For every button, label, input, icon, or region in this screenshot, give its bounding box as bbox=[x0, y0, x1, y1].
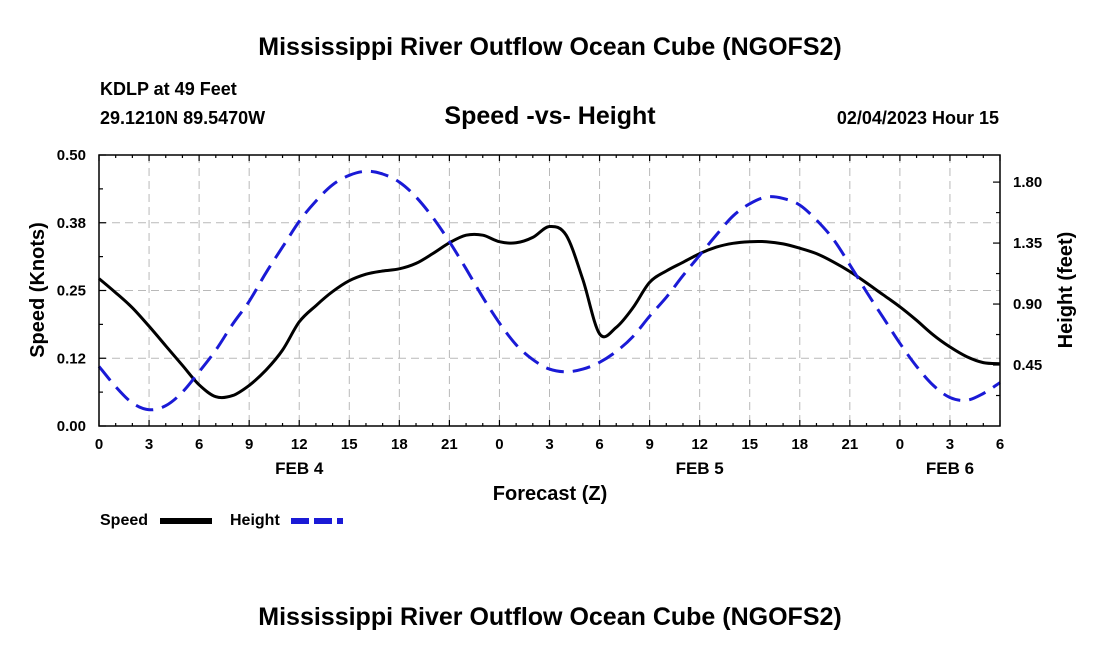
date-label: FEB 5 bbox=[676, 459, 724, 478]
x-tick-label: 0 bbox=[95, 436, 103, 453]
y-left-tick-label: 0.12 bbox=[57, 350, 86, 367]
date-label: FEB 6 bbox=[926, 459, 974, 478]
y-left-tick-label: 0.00 bbox=[57, 418, 86, 435]
x-tick-label: 9 bbox=[645, 436, 653, 453]
datetime-label: 02/04/2023 Hour 15 bbox=[837, 108, 999, 128]
legend-height-label: Height bbox=[230, 512, 280, 529]
legend-speed-label: Speed bbox=[100, 512, 148, 529]
series-line-speed bbox=[98, 224, 1001, 400]
x-tick-label: 0 bbox=[495, 436, 503, 453]
x-tick-label: 15 bbox=[741, 436, 758, 453]
y-axis-right-label: Height (feet) bbox=[1055, 232, 1077, 349]
y-right-tick-label: 1.80 bbox=[1013, 174, 1042, 191]
y-left-tick-label: 0.50 bbox=[57, 147, 86, 164]
x-tick-label: 3 bbox=[145, 436, 153, 453]
x-tick-label: 12 bbox=[291, 436, 308, 453]
date-label: FEB 4 bbox=[275, 459, 324, 478]
y-axis-left-label: Speed (Knots) bbox=[27, 222, 49, 358]
y-left-tick-label: 0.25 bbox=[57, 283, 86, 300]
x-tick-label: 18 bbox=[391, 436, 408, 453]
x-tick-label: 3 bbox=[946, 436, 954, 453]
x-axis-label: Forecast (Z) bbox=[493, 483, 607, 505]
x-tick-label: 21 bbox=[841, 436, 858, 453]
x-tick-label: 6 bbox=[195, 436, 203, 453]
x-tick-label: 15 bbox=[341, 436, 358, 453]
x-tick-label: 6 bbox=[595, 436, 603, 453]
x-tick-label: 12 bbox=[691, 436, 708, 453]
x-tick-label: 9 bbox=[245, 436, 253, 453]
y-left-tick-label: 0.38 bbox=[57, 215, 86, 232]
y-right-tick-label: 0.90 bbox=[1013, 296, 1042, 313]
series-layer bbox=[97, 169, 1001, 412]
x-tick-label: 21 bbox=[441, 436, 458, 453]
y-right-tick-label: 0.45 bbox=[1013, 357, 1042, 374]
chart-subtitle: Speed -vs- Height bbox=[444, 102, 656, 130]
axis-ticks: 0 3 6 9 12 15 18 21 0 3 6 9 12 15 18 21 0 3 6 0.00 0.12 0.25 0… bbox=[57, 147, 1042, 478]
grid bbox=[99, 155, 1000, 426]
location-label: 29.1210N 89.5470W bbox=[100, 108, 265, 128]
series-line-height bbox=[97, 169, 1001, 412]
x-tick-label: 18 bbox=[791, 436, 808, 453]
station-label: KDLP at 49 Feet bbox=[100, 79, 237, 99]
chart-title: Mississippi River Outflow Ocean Cube (NG… bbox=[258, 33, 841, 61]
y-right-tick-label: 1.35 bbox=[1013, 235, 1042, 252]
x-tick-label: 6 bbox=[996, 436, 1004, 453]
x-tick-label: 0 bbox=[896, 436, 904, 453]
footer-title: Mississippi River Outflow Ocean Cube (NG… bbox=[258, 603, 841, 631]
x-tick-label: 3 bbox=[545, 436, 553, 453]
legend: Speed Height bbox=[100, 512, 343, 529]
